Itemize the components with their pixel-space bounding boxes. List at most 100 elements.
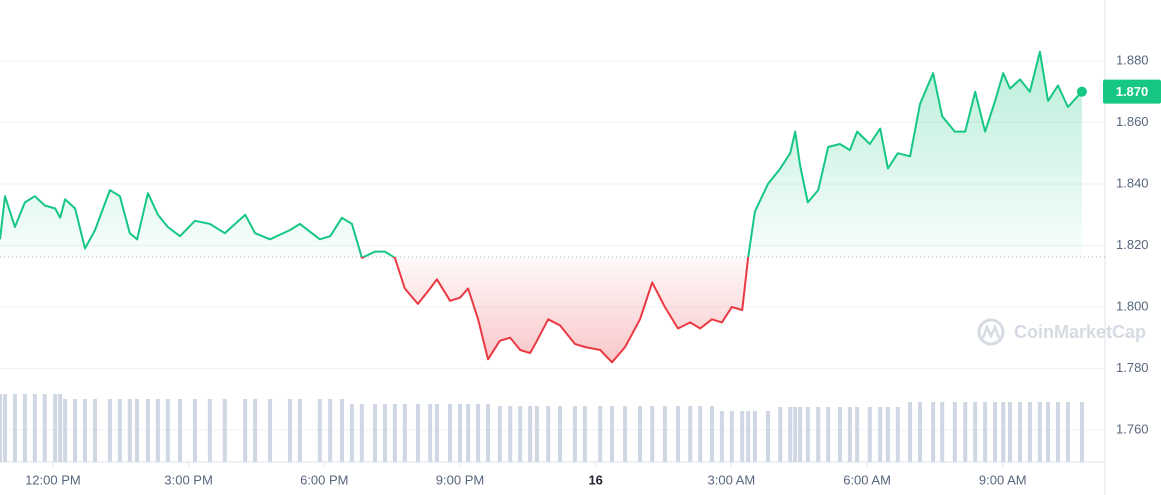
volume-bar [878,407,883,462]
watermark: CoinMarketCap [977,318,1146,346]
volume-bar [127,399,132,462]
volume-bar [117,399,122,462]
volume-bar [1065,402,1070,462]
volume-bar [993,402,998,462]
volume-bar [534,406,539,462]
volume-bar [458,404,463,462]
volume-bar [392,404,397,462]
volume-bar [73,399,78,462]
volume-bar [895,407,900,462]
volume-bar [1046,402,1051,462]
last-point [1076,86,1087,97]
volume-bar [709,406,714,462]
volume-bar [867,407,872,462]
volume-bar [22,394,27,462]
volume-bar [766,411,771,462]
x-tick-label: 6:00 AM [843,472,891,487]
volume-bar [778,407,783,462]
watermark-logo [977,318,1005,346]
volume-bar [1027,402,1032,462]
volume-bar [486,404,491,462]
volume-bar [1037,402,1042,462]
volume-bar [638,406,643,462]
volume-bar [42,394,47,462]
volume-bar [317,399,322,462]
volume-bar [963,402,968,462]
volume-bar [1008,402,1013,462]
volume-bar [297,399,302,462]
volume-bar [793,407,798,462]
volume-bar [698,406,703,462]
volume-bar [382,404,387,462]
volume-bar [92,399,97,462]
volume-bar [719,411,724,462]
volume-bar [582,406,587,462]
volume-bar [918,402,923,462]
volume-bar [952,402,957,462]
volume-bar [973,402,978,462]
volume-bar [222,399,227,462]
volume-bar [746,411,751,462]
volume-bar [1055,402,1060,462]
y-tick-label: 1.880 [1116,52,1149,67]
volume-bar [2,394,7,462]
volume-bar [207,399,212,462]
y-tick-label: 1.840 [1116,175,1149,190]
volume-bar [676,406,681,462]
y-tick-label: 1.800 [1116,298,1149,313]
volume-bar [349,404,354,462]
y-tick-label: 1.820 [1116,237,1149,252]
volume-bar [688,406,693,462]
current-price-tag [1103,79,1161,104]
volume-bar [546,406,551,462]
volume-bar [518,406,523,462]
volume-bar [528,406,533,462]
volume-bar [931,402,936,462]
volume-bar [359,404,364,462]
x-tick-label: 9:00 PM [436,472,484,487]
volume-bar [268,399,273,462]
volume-bar [287,399,292,462]
volume-bar [135,399,140,462]
volume-bar [448,404,453,462]
volume-bar [192,399,197,462]
volume-bar [32,394,37,462]
volume-bar [434,404,439,462]
volume-bar [402,404,407,462]
volume-bar [107,399,112,462]
volume-bar [752,411,757,462]
volume-bar [508,406,513,462]
watermark-logo-mark [981,323,1001,340]
volume-bar [623,406,628,462]
price-line [0,50,1083,364]
volume-bar [83,399,88,462]
y-tick-label: 1.780 [1116,360,1149,375]
volume-bar [466,404,471,462]
volume-bar [662,406,667,462]
volume-bar [415,404,420,462]
x-tick-label: 9:00 AM [979,472,1027,487]
x-tick-label: 3:00 AM [708,472,756,487]
volume-bar [798,407,803,462]
volume-bar [1079,402,1084,462]
volume-bar [940,402,945,462]
volume-bar [476,404,481,462]
volume-bar [805,407,810,462]
volume-bar [428,404,433,462]
volume-bar [788,407,793,462]
price-area [0,51,1082,363]
volume-bar [1001,402,1006,462]
y-tick-label: 1.760 [1116,421,1149,436]
volume-bar [598,406,603,462]
volume-bar [908,402,913,462]
volume-bar [855,407,860,462]
current-price-label: 1.870 [1116,84,1149,99]
volume-bar [0,394,2,462]
volume-bar [650,406,655,462]
x-tick-label: 16 [588,472,602,487]
volume-bar [837,407,842,462]
volume-bar [53,394,58,462]
volume-bar [826,407,831,462]
